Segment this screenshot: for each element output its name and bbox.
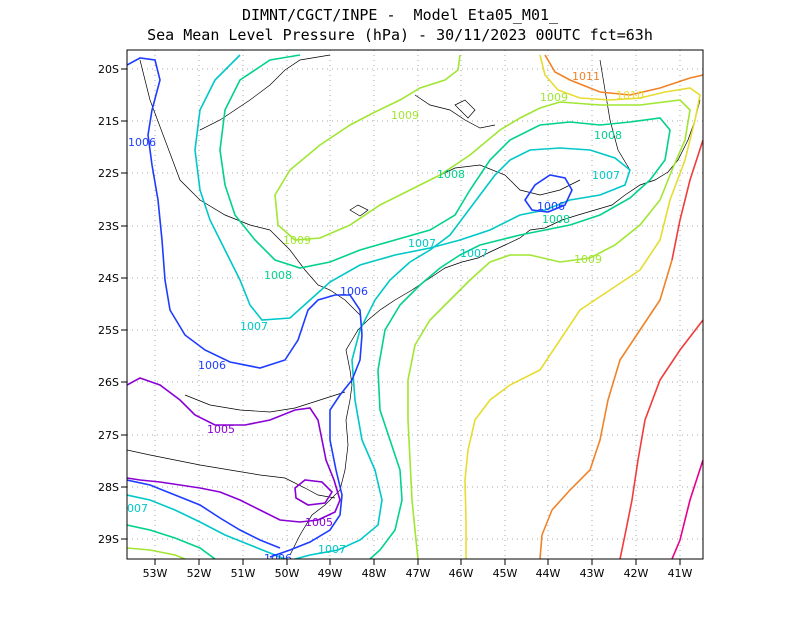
chart-title-line2: Sea Mean Level Pressure (hPa) - 30/11/20…: [147, 26, 653, 44]
lat-label: 20S: [98, 63, 119, 76]
coastline: [289, 99, 701, 556]
contour-label: 1008: [594, 129, 622, 142]
lon-label: 49W: [318, 567, 343, 580]
isobar-1008-b: [369, 254, 461, 559]
contour-label: 1010: [616, 89, 644, 102]
lat-label: 25S: [98, 324, 119, 337]
lon-label: 53W: [143, 567, 168, 580]
isobar-1012-b: [671, 139, 703, 261]
contour-label: 1006: [537, 200, 565, 213]
state-border-mg-rj: [429, 164, 581, 196]
contour-label: 1009: [540, 91, 568, 104]
contour-label: 1008: [542, 213, 570, 226]
contour-label: 007: [127, 502, 148, 515]
contour-label: 1008: [437, 168, 465, 181]
isobar-1007-c: [127, 494, 286, 559]
isobar-1008-a: [219, 54, 671, 269]
lon-label: 42W: [624, 567, 649, 580]
contour-label: 1007: [318, 543, 346, 556]
lon-label: 47W: [406, 567, 431, 580]
isobar-1005-a: [127, 377, 341, 523]
lat-labels: 20S 21S 22S 23S 24S 25S 26S 27S 28S 29S: [98, 63, 119, 546]
lon-label: 43W: [580, 567, 605, 580]
lat-label: 24S: [98, 272, 119, 285]
isobar-1006-b: [127, 479, 281, 549]
lon-label: 46W: [449, 567, 474, 580]
isobar-1009-a: [274, 54, 691, 263]
lake: [349, 204, 369, 217]
lat-label: 23S: [98, 220, 119, 233]
lat-label: 26S: [98, 376, 119, 389]
contour-label: 1009: [574, 253, 602, 266]
lat-label: 21S: [98, 115, 119, 128]
isobar-1011-a: [544, 54, 703, 96]
isobar-1011-b: [539, 259, 673, 559]
lon-label: 51W: [231, 567, 256, 580]
contour-label: 1011: [572, 70, 600, 83]
state-border-sc-pr: [184, 391, 346, 413]
lon-label: 52W: [187, 567, 212, 580]
isobar-1009-c: [127, 547, 186, 559]
isobar-1010-a: [539, 54, 701, 121]
contour-labels: 1006 1006 1006 1006 1006 1005 1005 1007 …: [127, 70, 644, 565]
lat-label: 29S: [98, 533, 119, 546]
isobar-1009-b: [407, 261, 491, 559]
isobar-1013: [671, 459, 703, 559]
isobar-1006-a: [127, 57, 363, 558]
river: [414, 94, 496, 129]
isobar-1005-b: [294, 479, 334, 506]
contour-label: 1007: [408, 237, 436, 250]
contour-label: 1009: [391, 109, 419, 122]
contour-label: 1006: [128, 136, 156, 149]
contour-label: 1006: [340, 285, 368, 298]
state-border-pr-sp: [269, 229, 361, 316]
grid: [127, 50, 703, 559]
contour-label: 1009: [283, 234, 311, 247]
lon-label: 41W: [668, 567, 693, 580]
lon-labels: 53W 52W 51W 50W 49W 48W 47W 46W 45W 44W …: [143, 567, 693, 580]
contour-label: 1005: [305, 516, 333, 529]
lat-label: 22S: [98, 167, 119, 180]
lon-label: 48W: [362, 567, 387, 580]
state-border-rs-sc: [127, 449, 336, 499]
isobar-1006-c: [524, 174, 573, 213]
lon-ticks: [154, 559, 681, 565]
isobar-1007-b: [294, 261, 411, 559]
contour-label: 1006: [264, 552, 292, 565]
contour-label: 1006: [198, 359, 226, 372]
contour-label: 1005: [207, 423, 235, 436]
coastline-and-borders: [127, 54, 701, 556]
contour-label: 1007: [240, 320, 268, 333]
lon-label: 45W: [493, 567, 518, 580]
state-border-mg-es: [599, 59, 631, 171]
lat-ticks: [121, 68, 127, 540]
state-border-sp-mg: [199, 54, 331, 131]
isobar-1007-a: [194, 54, 631, 321]
lat-label: 28S: [98, 481, 119, 494]
contour-label: 1007: [460, 247, 488, 260]
contour-label: 1007: [592, 169, 620, 182]
lake-2: [454, 99, 476, 119]
isobar-1008-c: [127, 524, 216, 559]
chart-title-line1: DIMNT/CGCT/INPE - Model Eta05_M01_: [241, 6, 559, 24]
isobar-1012-a: [619, 319, 703, 559]
lon-label: 50W: [275, 567, 300, 580]
lat-label: 27S: [98, 429, 119, 442]
map-frame: [126, 49, 704, 560]
lon-label: 44W: [536, 567, 561, 580]
isobar-1010-b: [464, 119, 696, 559]
contour-label: 1008: [264, 269, 292, 282]
